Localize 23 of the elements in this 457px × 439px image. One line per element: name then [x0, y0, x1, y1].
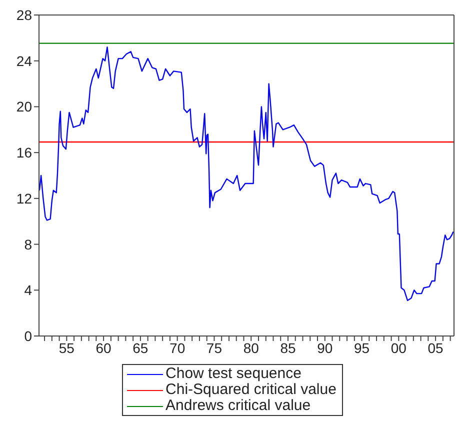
x-tick-label: 05 — [428, 340, 444, 356]
y-tick-label: 0 — [24, 328, 32, 344]
x-tick-label: 70 — [170, 340, 186, 356]
x-tick-label: 60 — [96, 340, 112, 356]
y-tick-label: 12 — [16, 190, 32, 206]
x-tick-label: 55 — [58, 340, 75, 356]
x-tick-label: 90 — [317, 340, 333, 356]
x-tick-label: 95 — [354, 340, 370, 356]
line-series — [39, 46, 454, 302]
y-tick-label: 8 — [24, 236, 32, 252]
legend-label: Chow test sequence — [166, 365, 302, 382]
x-tick-label: 75 — [206, 340, 222, 356]
x-tick-label: 85 — [280, 340, 296, 356]
x-tick-label: 80 — [243, 340, 260, 356]
y-tick-label: 16 — [16, 144, 32, 161]
legend-label: Chi-Squared critical value — [166, 381, 336, 398]
x-tick-label: 00 — [390, 340, 407, 356]
y-tick-label: 24 — [16, 52, 32, 69]
y-tick-label: 4 — [24, 282, 32, 298]
y-tick-label: 28 — [16, 6, 32, 23]
y-tick-label: 20 — [16, 98, 32, 115]
legend-label: Andrews critical value — [166, 397, 311, 414]
x-tick-label: 65 — [132, 340, 148, 356]
